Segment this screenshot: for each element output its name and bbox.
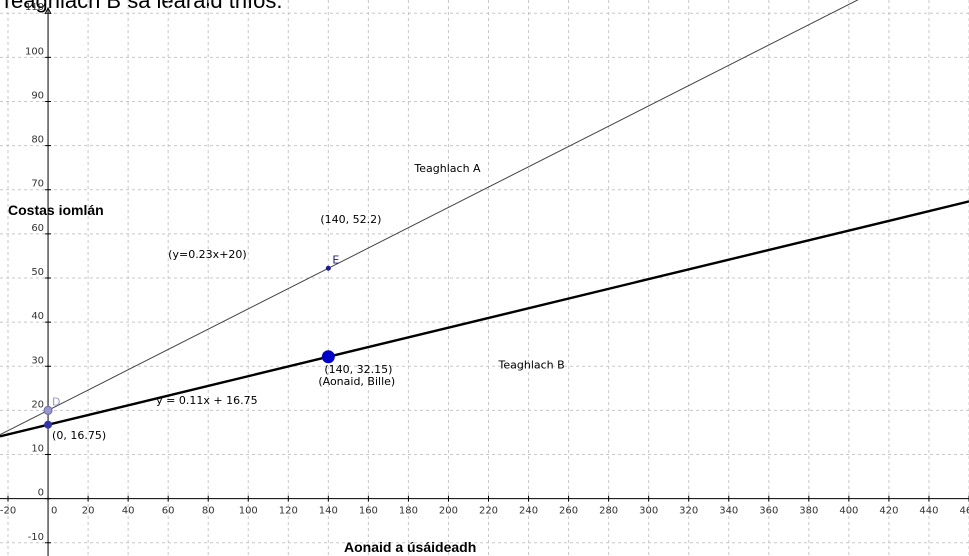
y-tick-label: -10 [28, 532, 44, 543]
x-tick-label: -20 [0, 506, 16, 517]
y-tick-label: 40 [31, 311, 44, 322]
point-label-e: E [332, 253, 339, 266]
data-point [44, 420, 53, 429]
x-tick-label: 420 [879, 506, 898, 517]
data-point [43, 405, 53, 415]
x-tick-label: 180 [399, 506, 418, 517]
x-tick-label: 340 [719, 506, 738, 517]
y-tick-label: 60 [31, 223, 44, 234]
y-tick-label: 30 [31, 355, 44, 366]
data-points: DE [43, 253, 339, 429]
x-tick-label: 260 [559, 506, 578, 517]
y-axis-arrow [44, 6, 52, 15]
x-tick-label: 80 [202, 506, 215, 517]
series-line-b [0, 200, 969, 438]
x-tick-label: 40 [122, 506, 135, 517]
x-tick-label: 400 [839, 506, 858, 517]
x-tick-label: 440 [919, 506, 938, 517]
x-axis-label: Aonaid a úsáideadh [344, 539, 476, 555]
x-tick-label: 100 [239, 506, 258, 517]
point-label-d: D [52, 395, 60, 408]
y-tick-label: 70 [31, 179, 44, 190]
tick-labels: -20 0 20 40 60 80 100 120 140 160 180 200 220 240 260 2… [0, 2, 969, 543]
intersection-coord: (140, 32.15) [324, 363, 392, 376]
x-tick-label: 300 [639, 506, 658, 517]
x-tick-label: 360 [759, 506, 778, 517]
x-tick-label: 160 [359, 506, 378, 517]
line-a-equation: (y=0.23x+20) [168, 248, 247, 261]
annotations: Teaghlach A Teaghlach B (y=0.23x+20) y = 0.… [52, 162, 565, 442]
axes [0, 6, 969, 556]
line-b-name: Teaghlach B [498, 358, 565, 371]
y-tick-label: 90 [31, 90, 44, 101]
x-tick-label: 120 [279, 506, 298, 517]
x-tick-label: 380 [799, 506, 818, 517]
y-tick-label: 0 [38, 488, 44, 499]
series-lines [0, 0, 969, 438]
x-tick-label: 20 [82, 506, 95, 517]
y-tick-label: 10 [31, 444, 44, 455]
y-tick-label: 20 [31, 399, 44, 410]
intersection-caption: (Aonaid, Bille) [318, 375, 395, 388]
line-b-equation: y = 0.11x + 16.75 [156, 394, 257, 407]
x-tick-label: 320 [679, 506, 698, 517]
line-a-name: Teaghlach A [413, 162, 481, 175]
x-tick-label: 60 [162, 506, 175, 517]
x-tick-label: 200 [439, 506, 458, 517]
y-tick-label: 100 [25, 46, 44, 57]
y-tick-label: 50 [31, 267, 44, 278]
y-tick-label: 80 [31, 135, 44, 146]
x-tick-label: 240 [519, 506, 538, 517]
series-line-a [0, 0, 859, 436]
point-e-coord: (140, 52.2) [320, 213, 381, 226]
y-axis-label: Costas iomlán [8, 202, 104, 218]
caption-text: Teaghlach B sa learaid thíos. [0, 0, 283, 13]
data-point [321, 350, 335, 364]
data-point [325, 265, 331, 271]
intercept-coord: (0, 16.75) [52, 429, 106, 442]
x-tick-label: 280 [599, 506, 618, 517]
x-tick-label: 0 [51, 506, 57, 517]
x-tick-label: 460 [959, 506, 969, 517]
x-tick-label: 220 [479, 506, 498, 517]
y-tick-label: 110 [25, 2, 44, 13]
x-tick-label: 140 [319, 506, 338, 517]
